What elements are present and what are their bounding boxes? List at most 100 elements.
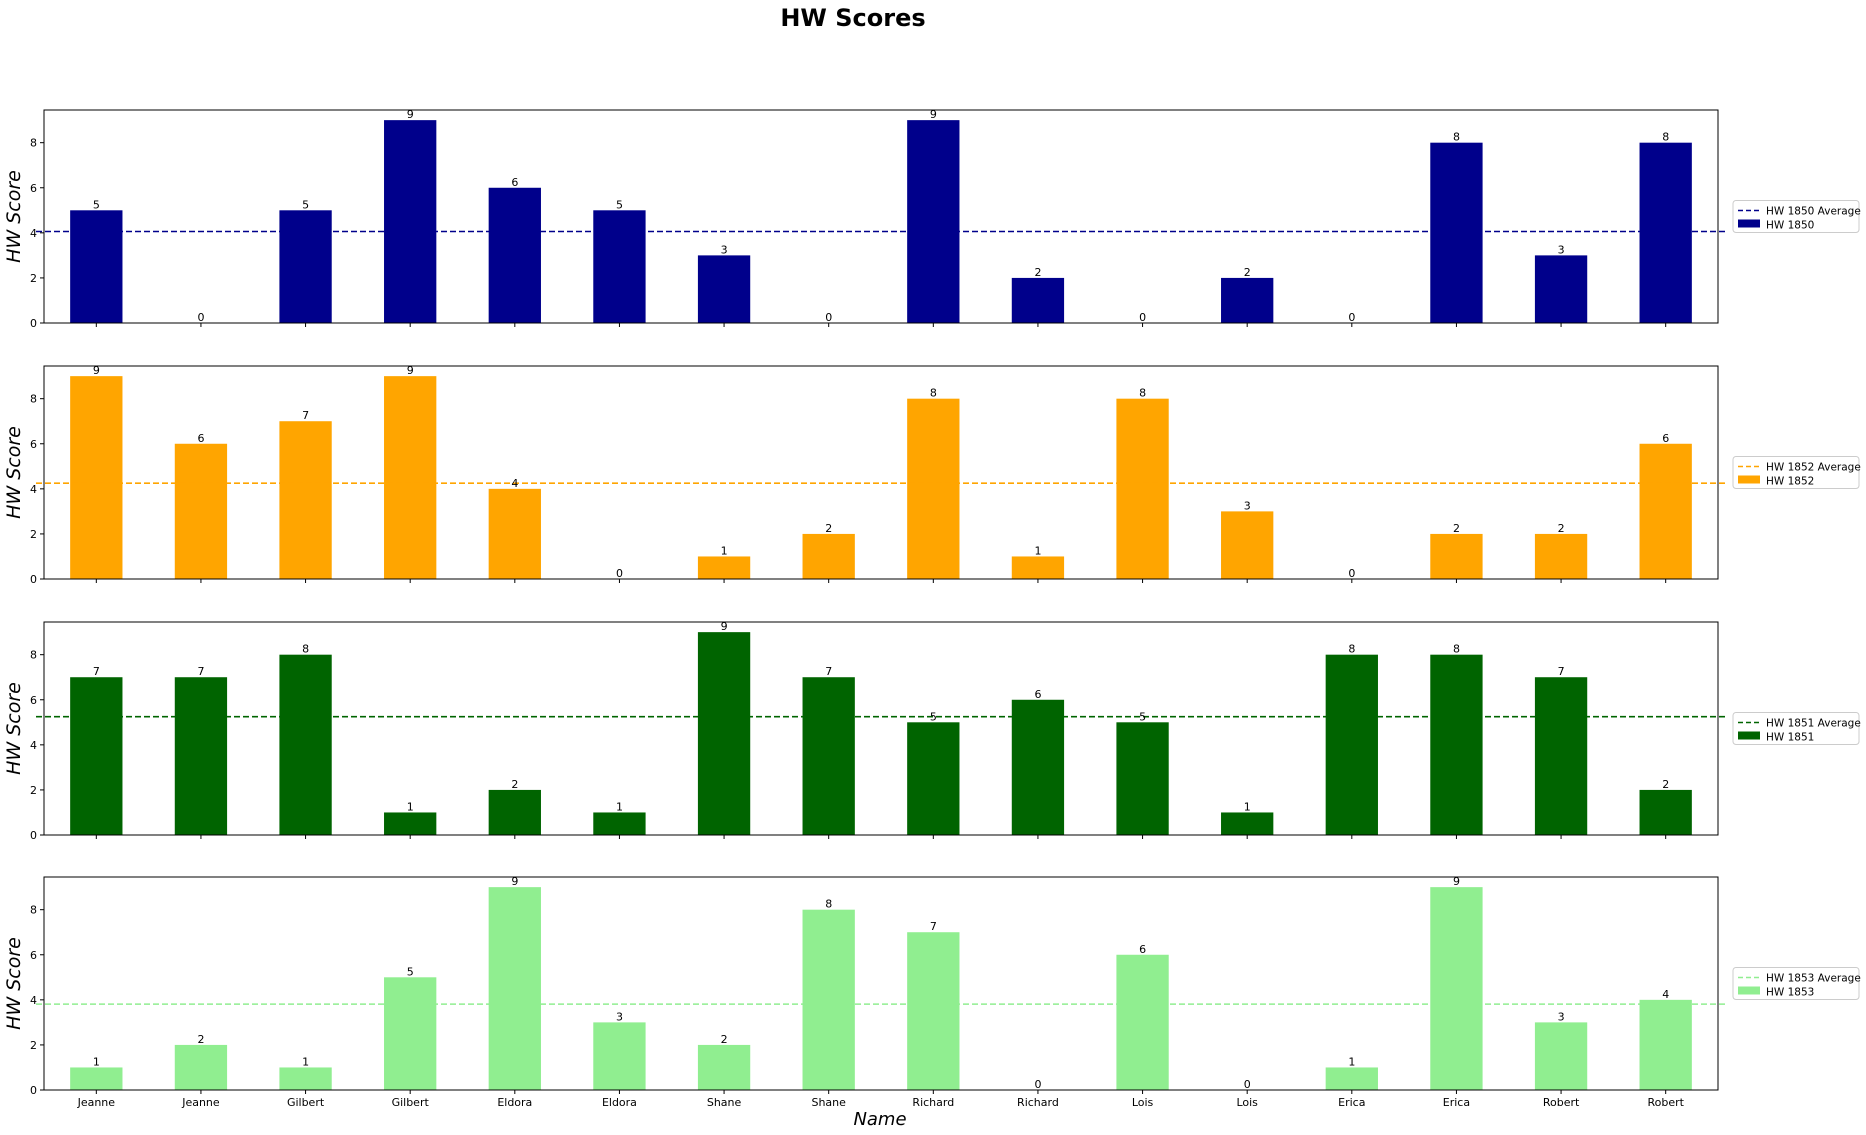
legend-bar-swatch [1738, 986, 1760, 995]
bar [174, 443, 228, 579]
y-tick-label: 6 [30, 694, 37, 707]
data-label: 7 [302, 409, 309, 422]
bar [697, 255, 751, 323]
plot-frame [43, 365, 1719, 580]
bar [1639, 443, 1692, 579]
bar [1430, 654, 1483, 835]
bar [907, 932, 960, 1090]
bar [907, 120, 960, 323]
y-tick-label: 6 [30, 182, 37, 195]
panels-group: 5 0 5 9 6 5 3 0 9 2 0 2 0 8 3 8 0 2 4 6 8 HW Score HW 1850 Ave… [3, 108, 1861, 1109]
bar [802, 533, 855, 579]
legend-average-label: HW 1851 Average [1766, 718, 1861, 730]
data-label: 4 [1662, 988, 1669, 1001]
plot-frame [43, 876, 1719, 1091]
data-label: 2 [721, 1033, 728, 1046]
x-tick-label: Erica [1338, 1096, 1365, 1109]
legend-box [1732, 967, 1860, 1000]
data-label: 2 [1244, 266, 1251, 279]
data-label: 6 [197, 432, 204, 445]
y-tick-label: 2 [30, 272, 37, 285]
data-label: 1 [616, 800, 623, 813]
data-label: 2 [825, 522, 832, 535]
legend-bar-swatch [1738, 475, 1760, 484]
bar [70, 677, 123, 835]
x-tick-label: Eldora [602, 1096, 637, 1109]
chart-title: HW Scores [780, 4, 925, 32]
data-label: 0 [1244, 1078, 1251, 1091]
bar [384, 376, 437, 579]
bar [697, 556, 751, 579]
bar [1639, 789, 1692, 835]
x-tick-label: Robert [1543, 1096, 1580, 1109]
x-tick-label: Shane [811, 1096, 846, 1109]
data-label: 6 [1139, 943, 1146, 956]
bar [1534, 533, 1588, 579]
legend-average-label: HW 1852 Average [1766, 462, 1861, 474]
data-label: 1 [721, 544, 728, 557]
data-label: 1 [302, 1055, 309, 1068]
data-label: 7 [1558, 665, 1565, 678]
data-label: 7 [825, 665, 832, 678]
bar [1221, 812, 1274, 835]
bar [1639, 999, 1692, 1090]
legend-box [1732, 456, 1860, 489]
bar [279, 654, 332, 835]
legend-box [1732, 200, 1860, 233]
bar [1011, 556, 1065, 579]
bar [279, 210, 332, 323]
bar [174, 677, 228, 835]
legend-bar-swatch [1738, 731, 1760, 740]
x-tick-label: Lois [1132, 1096, 1154, 1109]
legend: HW 1853 Average HW 1853 [1732, 967, 1861, 1000]
bar [384, 812, 437, 835]
data-label: 8 [1453, 131, 1460, 144]
bar [1116, 398, 1169, 579]
y-axis-label: HW Score [3, 682, 25, 775]
bar [279, 421, 332, 579]
bar [1011, 277, 1065, 323]
y-tick-label: 8 [30, 393, 37, 406]
y-tick-label: 6 [30, 949, 37, 962]
data-label: 5 [302, 198, 309, 211]
x-tick-label: Shane [707, 1096, 742, 1109]
bar [1430, 887, 1483, 1090]
data-label: 0 [1139, 311, 1146, 324]
x-axis-label: Name [853, 1109, 906, 1130]
bar [384, 977, 437, 1090]
data-label: 3 [1558, 243, 1565, 256]
data-label: 5 [407, 965, 414, 978]
bar [384, 120, 437, 323]
y-tick-label: 4 [30, 227, 37, 240]
data-label: 5 [616, 198, 623, 211]
legend: HW 1850 Average HW 1850 [1732, 200, 1861, 233]
data-label: 6 [511, 176, 518, 189]
data-label: 9 [511, 875, 518, 888]
bar [593, 1022, 646, 1090]
data-label: 3 [721, 243, 728, 256]
bar [593, 812, 646, 835]
data-label: 0 [197, 311, 204, 324]
y-tick-label: 2 [30, 1039, 37, 1052]
bar [1116, 954, 1169, 1090]
legend-series-label: HW 1850 [1766, 220, 1814, 232]
data-label: 0 [1348, 311, 1355, 324]
y-tick-label: 0 [30, 829, 37, 842]
x-tick-label: Jeanne [181, 1096, 220, 1109]
data-label: 9 [930, 108, 937, 121]
data-label: 2 [511, 778, 518, 791]
data-label: 7 [93, 665, 100, 678]
bar [1430, 142, 1483, 323]
data-label: 1 [407, 800, 414, 813]
bar [1221, 277, 1274, 323]
y-tick-label: 8 [30, 137, 37, 150]
bar [70, 210, 123, 323]
bar [1221, 511, 1274, 579]
data-label: 2 [1034, 266, 1041, 279]
legend-average-label: HW 1853 Average [1766, 973, 1861, 985]
legend: HW 1852 Average HW 1852 [1732, 456, 1861, 489]
bar [1534, 677, 1588, 835]
bar [1011, 699, 1065, 835]
